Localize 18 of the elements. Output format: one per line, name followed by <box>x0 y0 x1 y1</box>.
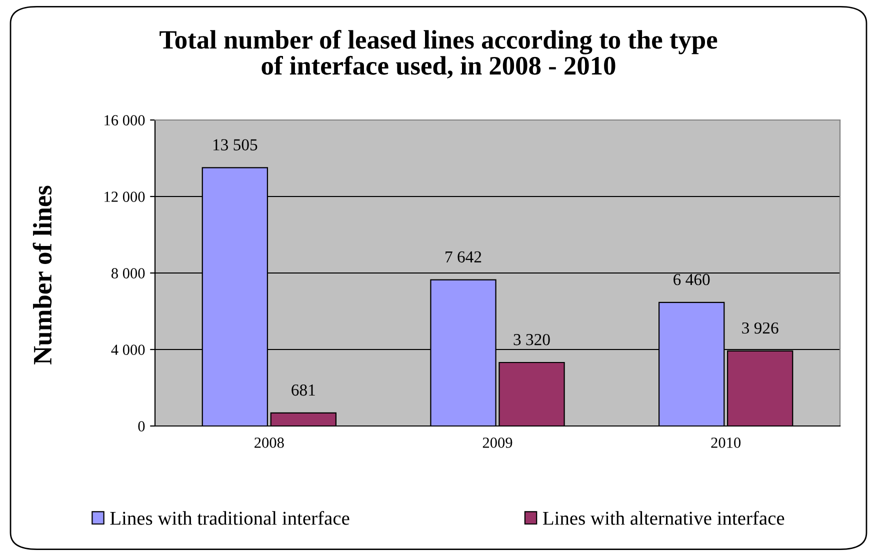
data-label: 681 <box>292 384 315 396</box>
x-tick-label: 2010 <box>711 438 741 448</box>
data-label: 7 642 <box>446 251 482 263</box>
data-label: 6 460 <box>674 274 710 286</box>
y-tick-label: 8 000 <box>111 268 145 278</box>
y-tick-label: 12 000 <box>104 192 145 202</box>
data-label: 13 505 <box>213 139 258 150</box>
y-tick-label: 0 <box>138 421 145 432</box>
x-tick-label: 2008 <box>254 438 284 448</box>
y-tick-label: 4 000 <box>111 344 145 355</box>
y-axis-title: Number of lines <box>32 186 52 364</box>
legend-label: Lines with alternative interface <box>542 510 784 525</box>
legend-label: Lines with traditional interface <box>110 510 350 525</box>
data-label: 3 320 <box>514 334 550 346</box>
chart-title: Total number of leased lines according to the type of interface used, in 2008 - 2010 <box>160 30 718 79</box>
y-tick-label: 16 000 <box>104 115 145 126</box>
data-label: 3 926 <box>742 322 778 334</box>
x-tick-label: 2009 <box>482 438 512 448</box>
